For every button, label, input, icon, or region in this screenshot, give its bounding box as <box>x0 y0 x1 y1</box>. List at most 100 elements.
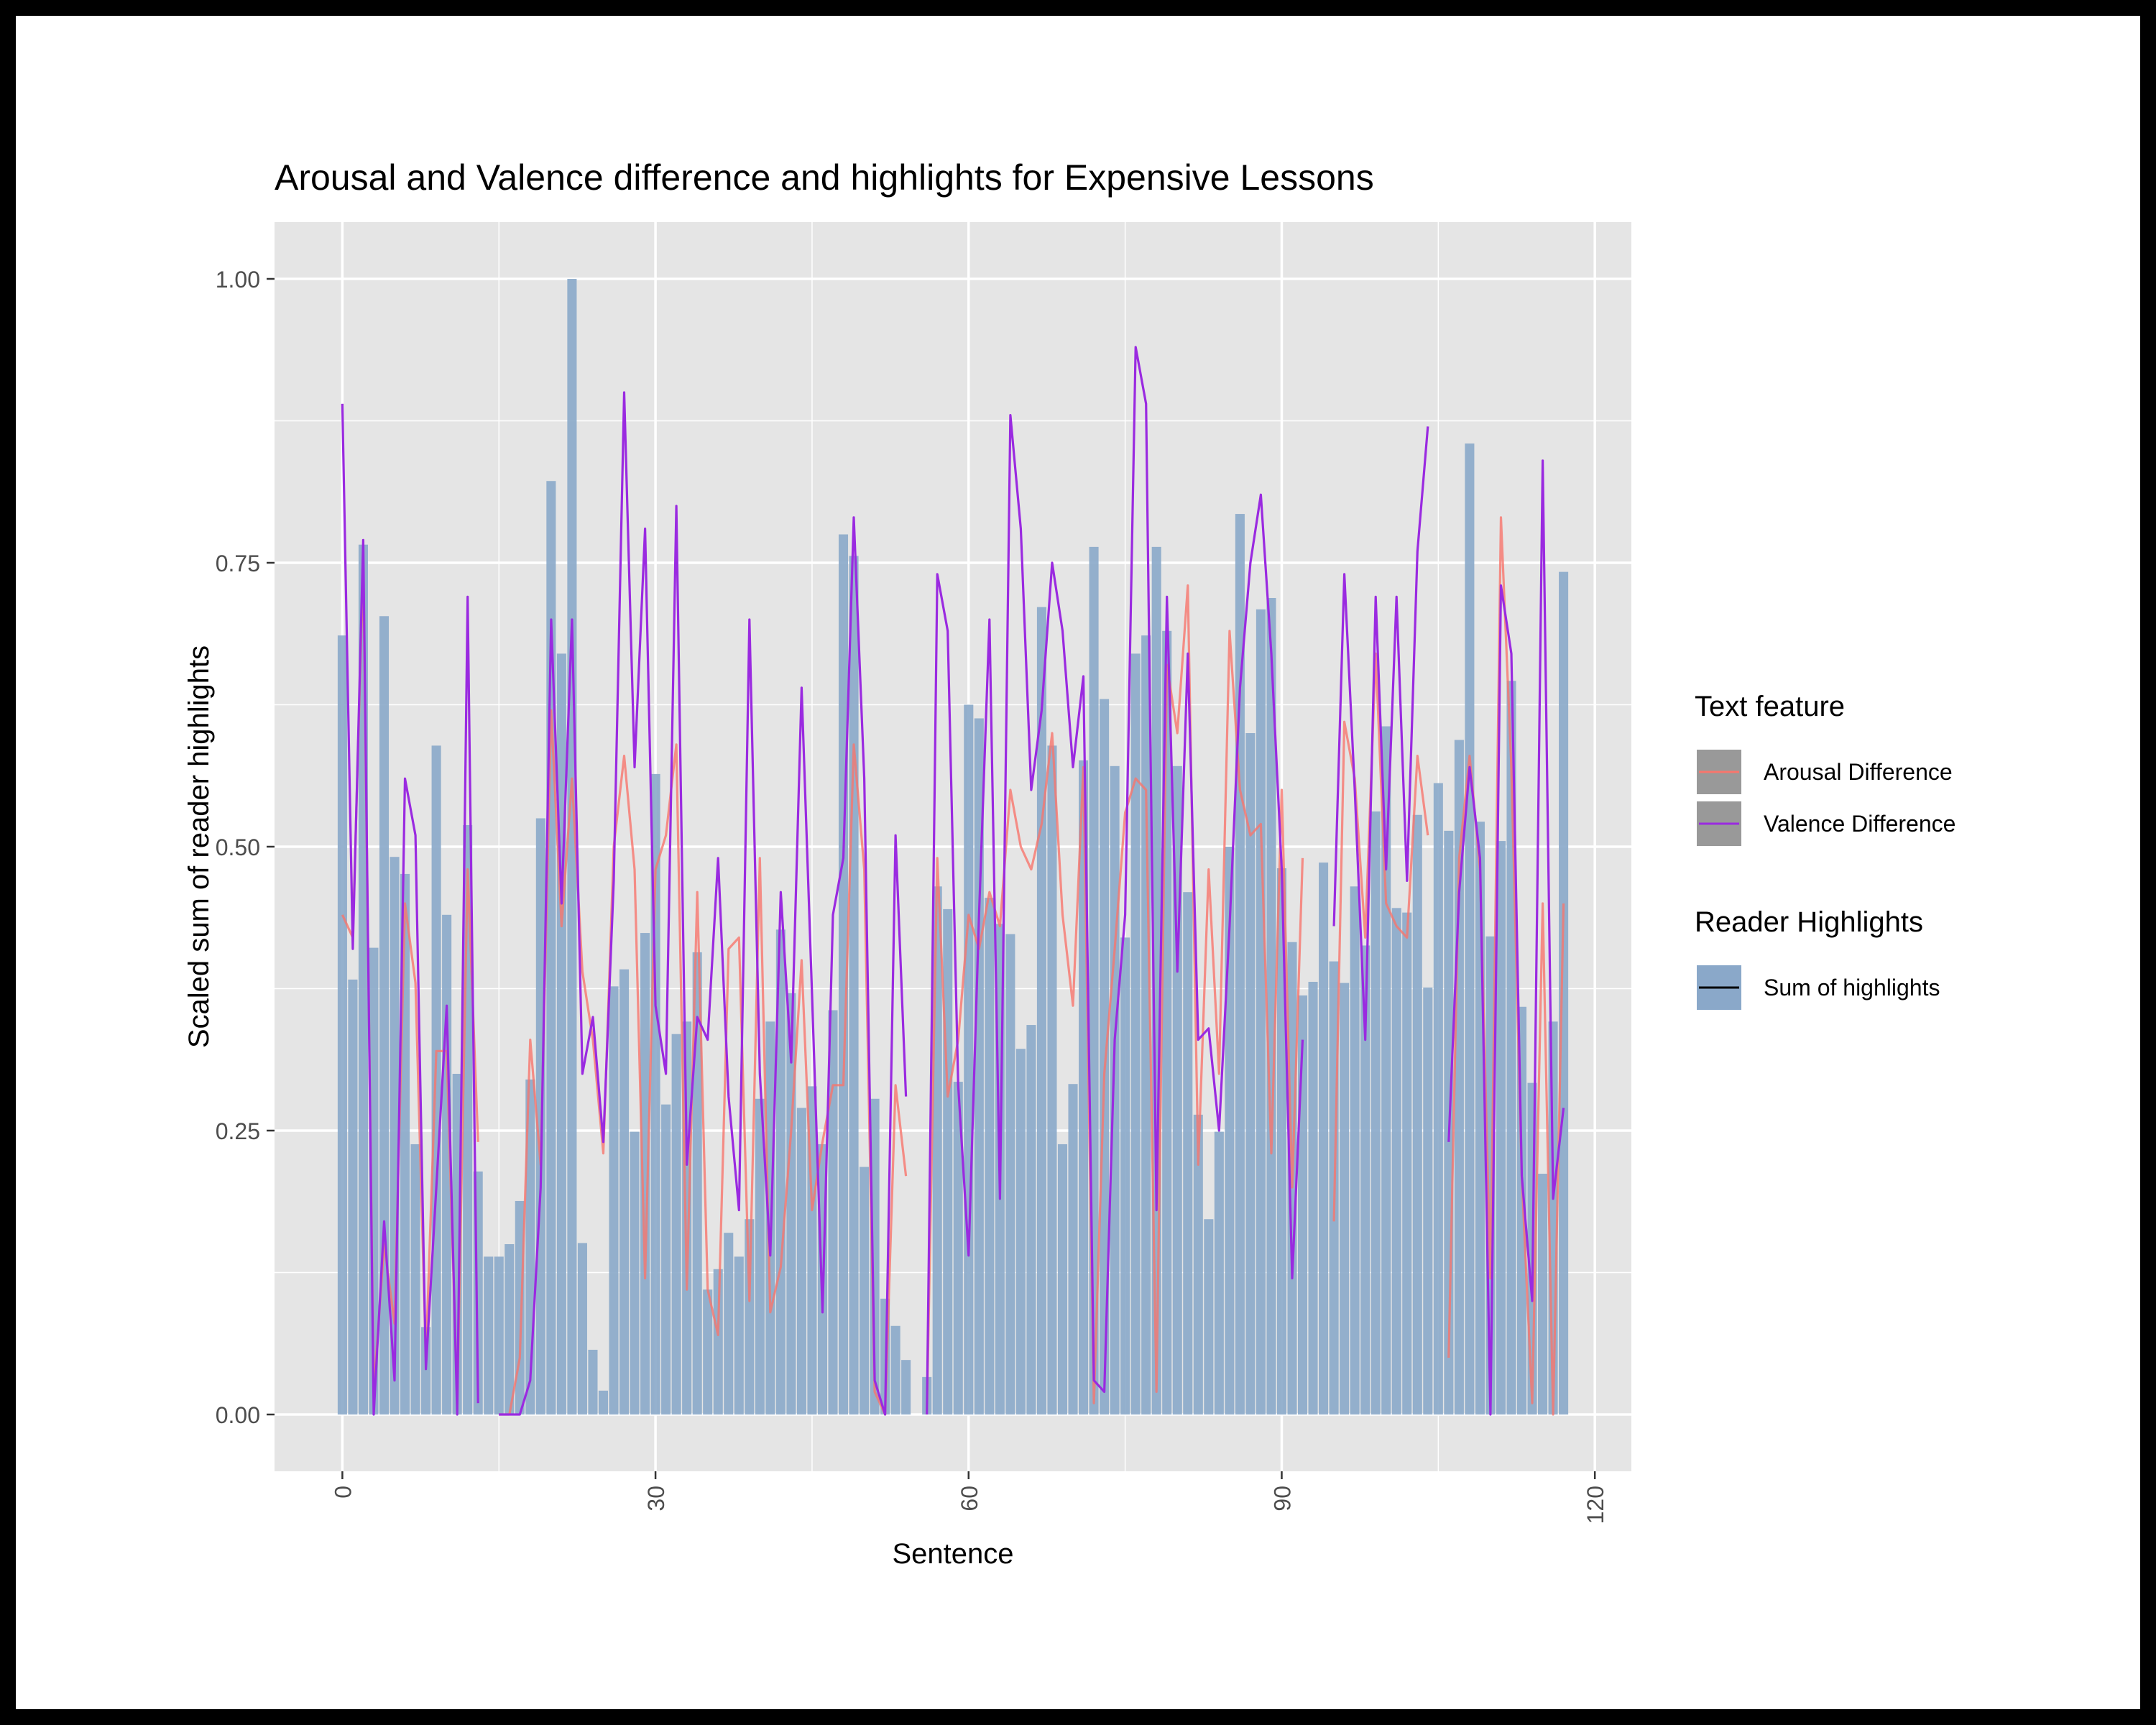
highlight-bar <box>692 952 702 1414</box>
x-tick-label: 90 <box>1269 1486 1295 1512</box>
highlight-bar <box>734 1256 744 1414</box>
highlight-bar <box>703 1289 713 1414</box>
highlight-bar <box>577 1243 587 1414</box>
highlight-bar <box>1496 841 1506 1414</box>
valence-difference-line <box>341 346 1565 1416</box>
highlight-bar <box>598 1390 609 1414</box>
legend-title: Text feature <box>1695 691 1845 722</box>
y-tick-label: 0.25 <box>216 1118 260 1144</box>
highlight-bar <box>1433 783 1443 1414</box>
y-tick-label: 0.00 <box>216 1402 260 1428</box>
highlight-bar <box>505 1244 515 1414</box>
highlight-bar <box>567 279 577 1414</box>
highlight-bar <box>1047 745 1057 1414</box>
y-axis: 0.00 0.25 0.50 0.75 1.00 <box>216 267 275 1428</box>
x-tick-label: 30 <box>643 1486 669 1512</box>
x-axis: 0 30 60 90 120 <box>330 1471 1608 1524</box>
highlight-bar <box>974 718 984 1414</box>
highlight-bar <box>1130 653 1141 1414</box>
highlight-bar <box>1193 1114 1203 1414</box>
highlight-bar <box>1026 1025 1036 1414</box>
highlight-bar <box>1370 811 1381 1414</box>
highlight-bar <box>410 1144 420 1414</box>
highlight-bar <box>640 933 650 1414</box>
highlight-bar <box>860 1167 870 1414</box>
highlight-bar <box>1308 982 1318 1414</box>
highlight-bar <box>775 929 786 1414</box>
highlight-bar <box>1340 983 1350 1414</box>
x-axis-label: Sentence <box>892 1538 1013 1570</box>
highlight-bar <box>849 556 859 1414</box>
highlight-bar <box>901 1360 911 1414</box>
x-tick-label: 0 <box>330 1486 356 1499</box>
y-axis-label: Scaled sum of reader highlights <box>183 645 215 1048</box>
highlight-bar <box>348 979 358 1414</box>
highlight-bar <box>484 1256 494 1414</box>
highlight-bar <box>1391 908 1401 1414</box>
y-tick-label: 0.75 <box>216 551 260 576</box>
y-tick-label: 0.50 <box>216 834 260 860</box>
highlight-bar <box>1256 609 1266 1414</box>
legend-title: Reader Highlights <box>1695 906 1923 938</box>
highlight-bar <box>609 986 619 1414</box>
highlight-bar <box>1005 934 1015 1414</box>
highlight-bar <box>379 616 390 1414</box>
highlight-bar <box>1538 1174 1548 1414</box>
chart-title: Arousal and Valence difference and highl… <box>275 157 1374 198</box>
highlight-bar <box>1454 740 1464 1414</box>
highlight-bar <box>421 1327 431 1414</box>
highlight-bar <box>1015 1049 1026 1414</box>
highlight-bar <box>1319 862 1329 1414</box>
highlight-bar <box>671 1034 681 1414</box>
highlight-bar <box>1423 987 1433 1414</box>
chart: Arousal and Valence difference and highl… <box>16 16 2140 1709</box>
legend-label: Arousal Difference <box>1764 759 1953 785</box>
highlight-bar <box>1068 1084 1078 1414</box>
highlight-bar <box>953 1082 963 1414</box>
highlight-bar <box>724 1233 734 1414</box>
highlight-bar <box>985 898 995 1414</box>
highlight-bar <box>661 1104 671 1414</box>
highlight-bar <box>1266 597 1276 1414</box>
highlight-bar <box>943 908 953 1414</box>
highlight-bar <box>1360 945 1370 1414</box>
highlight-bar <box>964 704 974 1414</box>
highlight-bar <box>1214 1131 1224 1414</box>
highlight-bar <box>630 1131 640 1414</box>
highlight-bar <box>713 1269 723 1414</box>
highlight-bar <box>1110 765 1120 1414</box>
feature-lines <box>341 346 1565 1416</box>
highlight-bar <box>1100 699 1110 1414</box>
highlight-bar <box>1204 1219 1214 1414</box>
highlight-bar <box>1245 733 1256 1414</box>
highlight-bar <box>796 1108 806 1414</box>
highlight-bar <box>755 1098 765 1414</box>
highlight-bar <box>1402 912 1412 1414</box>
highlight-bar <box>932 886 942 1414</box>
highlight-bar <box>337 635 347 1414</box>
x-tick-label: 120 <box>1583 1486 1608 1524</box>
highlight-bar <box>1141 635 1151 1414</box>
legend-label: Valence Difference <box>1764 811 1955 837</box>
highlight-bar <box>1350 886 1360 1414</box>
highlight-bar <box>1559 571 1569 1414</box>
highlight-bar <box>890 1325 900 1414</box>
y-tick-label: 1.00 <box>216 267 260 293</box>
highlight-bar <box>556 653 566 1414</box>
x-tick-label: 60 <box>957 1486 982 1512</box>
arousal-difference-line <box>341 516 1565 1416</box>
highlight-bar <box>619 969 630 1414</box>
highlight-bar <box>494 1256 504 1414</box>
legend-label: Sum of highlights <box>1764 975 1940 1000</box>
legend: Text feature Arousal Difference Valence Di… <box>1695 691 1955 1011</box>
highlight-bar <box>1120 937 1130 1414</box>
highlight-bar <box>828 1010 838 1414</box>
highlight-bar <box>1183 892 1193 1414</box>
highlight-bar <box>1057 1144 1068 1414</box>
highlight-bar <box>1465 443 1475 1414</box>
highlight-bar <box>588 1349 598 1414</box>
highlight-bar <box>1412 814 1422 1414</box>
highlight-bar <box>745 1219 755 1414</box>
highlight-bar <box>1381 726 1391 1414</box>
